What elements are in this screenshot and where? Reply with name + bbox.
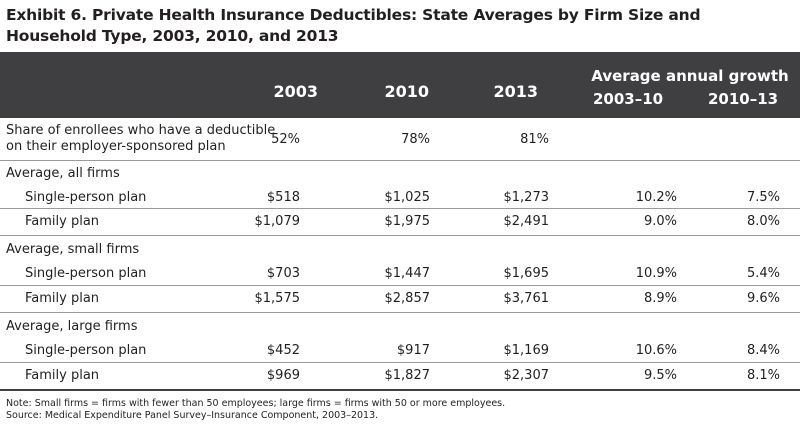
- share-label-line1: Share of enrollees who have a deductible: [6, 123, 276, 138]
- cell-2010: $917: [396, 343, 430, 358]
- cell-growth-2010-13: 5.4%: [746, 266, 780, 281]
- deductibles-table: 2003 2010 2013 Average annual growth 200…: [0, 52, 800, 118]
- row-label: Single-person plan: [25, 343, 147, 358]
- divider: [0, 312, 800, 313]
- table-bottom-rule: [0, 389, 800, 391]
- row-label: Family plan: [25, 368, 100, 383]
- header-growth-label: Average annual growth: [591, 67, 789, 85]
- row-label: Family plan: [25, 291, 100, 306]
- cell-2013: $1,695: [503, 266, 550, 281]
- row-label: Single-person plan: [25, 190, 147, 205]
- row-label: Family plan: [25, 214, 100, 229]
- cell-2003: $969: [266, 368, 300, 383]
- section-large-firms-label: Average, large firms: [6, 319, 138, 334]
- cell-growth-2010-13: 8.1%: [746, 368, 780, 383]
- table-header: 2003 2010 2013 Average annual growth 200…: [0, 52, 800, 118]
- cell-growth-2003-10: 9.5%: [643, 368, 677, 383]
- cell-2013: $1,169: [503, 343, 550, 358]
- share-2010: 78%: [401, 132, 430, 147]
- table-note: Note: Small firms = firms with fewer tha…: [6, 398, 506, 409]
- divider: [0, 285, 800, 286]
- cell-growth-2003-10: 9.0%: [643, 214, 677, 229]
- cell-2010: $1,447: [384, 266, 431, 281]
- section-small-firms-label: Average, small firms: [6, 242, 140, 257]
- cell-2003: $518: [266, 190, 300, 205]
- share-label-line2: on their employer-sponsored plan: [6, 139, 226, 154]
- cell-growth-2003-10: 8.9%: [643, 291, 677, 306]
- table-source: Source: Medical Expenditure Panel Survey…: [6, 410, 379, 421]
- cell-2013: $2,307: [503, 368, 550, 383]
- header-growth-2010-13: 2010–13: [708, 90, 779, 108]
- cell-2013: $2,491: [503, 214, 550, 229]
- cell-2010: $2,857: [384, 291, 431, 306]
- cell-2010: $1,975: [384, 214, 431, 229]
- share-2003: 52%: [271, 132, 300, 147]
- exhibit-title: Exhibit 6. Private Health Insurance Dedu…: [6, 6, 701, 45]
- header-year-2003: 2003: [273, 82, 318, 101]
- cell-growth-2003-10: 10.2%: [635, 190, 677, 205]
- cell-2003: $1,575: [254, 291, 301, 306]
- cell-growth-2003-10: 10.9%: [635, 266, 677, 281]
- header-year-2013: 2013: [493, 82, 538, 101]
- cell-2010: $1,025: [384, 190, 431, 205]
- divider: [0, 208, 800, 209]
- cell-growth-2003-10: 10.6%: [635, 343, 677, 358]
- divider: [0, 362, 800, 363]
- row-label: Single-person plan: [25, 266, 147, 281]
- cell-2010: $1,827: [384, 368, 431, 383]
- cell-growth-2010-13: 9.6%: [746, 291, 780, 306]
- cell-2013: $3,761: [503, 291, 550, 306]
- divider: [0, 235, 800, 236]
- cell-2003: $703: [266, 266, 300, 281]
- divider: [0, 160, 800, 161]
- cell-2003: $452: [266, 343, 300, 358]
- cell-growth-2010-13: 8.0%: [746, 214, 780, 229]
- header-growth-2003-10: 2003–10: [593, 90, 664, 108]
- cell-2003: $1,079: [254, 214, 301, 229]
- cell-growth-2010-13: 7.5%: [746, 190, 780, 205]
- header-year-2010: 2010: [384, 82, 429, 101]
- cell-2013: $1,273: [503, 190, 550, 205]
- cell-growth-2010-13: 8.4%: [746, 343, 780, 358]
- section-all-firms-label: Average, all firms: [6, 166, 120, 181]
- share-2013: 81%: [520, 132, 549, 147]
